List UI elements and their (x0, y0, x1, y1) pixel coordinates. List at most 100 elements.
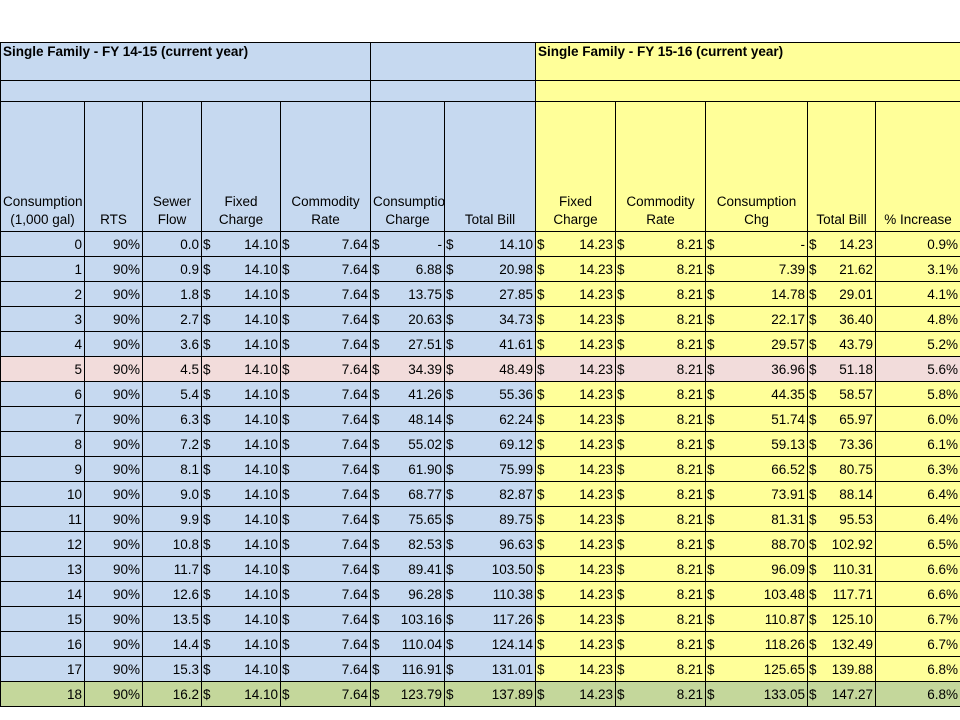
cell-total-bill-1516[interactable]: $139.88 (807, 656, 877, 682)
cell-fixed-charge-1516[interactable]: $14.23 (535, 656, 617, 682)
cell-total-bill-1516[interactable]: $21.62 (807, 256, 877, 282)
cell-total-bill-1516[interactable]: $88.14 (807, 481, 877, 507)
cell-fixed-charge-1516[interactable]: $14.23 (535, 481, 617, 507)
cell-consumption[interactable]: 17 (0, 656, 85, 682)
cell-sewer-flow[interactable]: 16.2 (142, 681, 202, 707)
cell-consumption[interactable]: 2 (0, 281, 85, 307)
cell-fixed-charge-1516[interactable]: $14.23 (535, 431, 617, 457)
cell-consumption-chg-1516[interactable]: $44.35 (705, 381, 809, 407)
cell-total-bill-1516[interactable]: $65.97 (807, 406, 877, 432)
cell-fixed-charge[interactable]: $14.10 (201, 231, 281, 257)
cell-consumption-chg-1516[interactable]: $7.39 (705, 256, 809, 282)
cell-fixed-charge[interactable]: $14.10 (201, 331, 281, 357)
cell-commodity-rate[interactable]: $7.64 (279, 231, 372, 257)
cell-pct-increase[interactable]: 6.3% (875, 456, 960, 482)
cell-fixed-charge-1516[interactable]: $14.23 (535, 506, 617, 532)
cell-commodity-rate-1516[interactable]: $8.21 (615, 681, 707, 707)
cell-total-bill-1516[interactable]: $43.79 (807, 331, 877, 357)
cell-consumption-charge[interactable]: $55.02 (370, 431, 446, 457)
cell-commodity-rate[interactable]: $7.64 (279, 531, 372, 557)
cell-commodity-rate-1516[interactable]: $8.21 (615, 631, 707, 657)
cell-consumption-chg-1516[interactable]: $51.74 (705, 406, 809, 432)
cell-consumption[interactable]: 12 (0, 531, 85, 557)
cell-fixed-charge-1516[interactable]: $14.23 (535, 231, 617, 257)
cell-total-bill-1516[interactable]: $29.01 (807, 281, 877, 307)
cell-fixed-charge-1516[interactable]: $14.23 (535, 281, 617, 307)
cell-commodity-rate-1516[interactable]: $8.21 (615, 231, 707, 257)
cell-consumption[interactable]: 0 (0, 231, 85, 257)
cell-pct-increase[interactable]: 6.4% (875, 481, 960, 507)
cell-commodity-rate-1516[interactable]: $8.21 (615, 331, 707, 357)
cell-total-bill[interactable]: $69.12 (444, 431, 537, 457)
cell-total-bill[interactable]: $124.14 (444, 631, 537, 657)
cell-pct-increase[interactable]: 6.1% (875, 431, 960, 457)
cell-consumption-charge[interactable]: $20.63 (370, 306, 446, 332)
cell-fixed-charge[interactable]: $14.10 (201, 406, 281, 432)
cell-commodity-rate[interactable]: $7.64 (279, 306, 372, 332)
cell-commodity-rate[interactable]: $7.64 (279, 431, 372, 457)
cell-consumption[interactable]: 9 (0, 456, 85, 482)
cell-total-bill[interactable]: $131.01 (444, 656, 537, 682)
cell-sewer-flow[interactable]: 0.9 (142, 256, 202, 282)
cell-rts[interactable]: 90% (84, 681, 143, 707)
cell-consumption[interactable]: 3 (0, 306, 85, 332)
cell-consumption-chg-1516[interactable]: $81.31 (705, 506, 809, 532)
cell-consumption-charge[interactable]: $ - (370, 231, 446, 257)
cell-fixed-charge-1516[interactable]: $14.23 (535, 581, 617, 607)
cell-consumption-charge[interactable]: $61.90 (370, 456, 446, 482)
cell-fixed-charge-1516[interactable]: $14.23 (535, 406, 617, 432)
cell-sewer-flow[interactable]: 9.0 (142, 481, 202, 507)
cell-sewer-flow[interactable]: 7.2 (142, 431, 202, 457)
cell-total-bill-1516[interactable]: $110.31 (807, 556, 877, 582)
cell-commodity-rate[interactable]: $7.64 (279, 381, 372, 407)
cell-rts[interactable]: 90% (84, 281, 143, 307)
cell-total-bill-1516[interactable]: $125.10 (807, 606, 877, 632)
cell-commodity-rate[interactable]: $7.64 (279, 256, 372, 282)
cell-consumption[interactable]: 14 (0, 581, 85, 607)
cell-consumption-charge[interactable]: $75.65 (370, 506, 446, 532)
cell-sewer-flow[interactable]: 12.6 (142, 581, 202, 607)
cell-total-bill[interactable]: $34.73 (444, 306, 537, 332)
cell-consumption-charge[interactable]: $103.16 (370, 606, 446, 632)
cell-consumption[interactable]: 4 (0, 331, 85, 357)
cell-commodity-rate-1516[interactable]: $8.21 (615, 556, 707, 582)
cell-total-bill[interactable]: $14.10 (444, 231, 537, 257)
fy1516-title-cell[interactable]: Single Family - FY 15-16 (current year) (535, 42, 960, 81)
cell-consumption-chg-1516[interactable]: $88.70 (705, 531, 809, 557)
cell-commodity-rate-1516[interactable]: $8.21 (615, 356, 707, 382)
spacer-cell[interactable] (535, 80, 960, 102)
cell-consumption[interactable]: 8 (0, 431, 85, 457)
header-sewer-flow[interactable]: Sewer Flow (142, 101, 202, 232)
cell-consumption[interactable]: 13 (0, 556, 85, 582)
cell-commodity-rate-1516[interactable]: $8.21 (615, 456, 707, 482)
cell-consumption[interactable]: 16 (0, 631, 85, 657)
cell-rts[interactable]: 90% (84, 331, 143, 357)
header-consumption-charge[interactable]: Consumption Charge (370, 101, 446, 232)
cell-sewer-flow[interactable]: 4.5 (142, 356, 202, 382)
cell-rts[interactable]: 90% (84, 481, 143, 507)
cell-commodity-rate[interactable]: $7.64 (279, 581, 372, 607)
cell-rts[interactable]: 90% (84, 506, 143, 532)
cell-fixed-charge-1516[interactable]: $14.23 (535, 456, 617, 482)
cell-consumption[interactable]: 15 (0, 606, 85, 632)
cell-consumption-chg-1516[interactable]: $66.52 (705, 456, 809, 482)
cell-consumption[interactable]: 18 (0, 681, 85, 707)
spacer-cell[interactable] (370, 80, 537, 102)
cell-consumption-charge[interactable]: $41.26 (370, 381, 446, 407)
cell-total-bill[interactable]: $48.49 (444, 356, 537, 382)
cell-fixed-charge[interactable]: $14.10 (201, 356, 281, 382)
cell-consumption-chg-1516[interactable]: $96.09 (705, 556, 809, 582)
cell-fixed-charge[interactable]: $14.10 (201, 606, 281, 632)
cell-consumption[interactable]: 6 (0, 381, 85, 407)
cell-fixed-charge-1516[interactable]: $14.23 (535, 606, 617, 632)
header-consumption[interactable]: Consumption (1,000 gal) (0, 101, 85, 232)
cell-commodity-rate[interactable]: $7.64 (279, 331, 372, 357)
blank-title-cell[interactable] (370, 42, 537, 81)
cell-commodity-rate[interactable]: $7.64 (279, 631, 372, 657)
cell-consumption-chg-1516[interactable]: $59.13 (705, 431, 809, 457)
cell-consumption-charge[interactable]: $89.41 (370, 556, 446, 582)
cell-fixed-charge[interactable]: $14.10 (201, 281, 281, 307)
cell-commodity-rate[interactable]: $7.64 (279, 656, 372, 682)
cell-pct-increase[interactable]: 6.0% (875, 406, 960, 432)
cell-fixed-charge[interactable]: $14.10 (201, 456, 281, 482)
